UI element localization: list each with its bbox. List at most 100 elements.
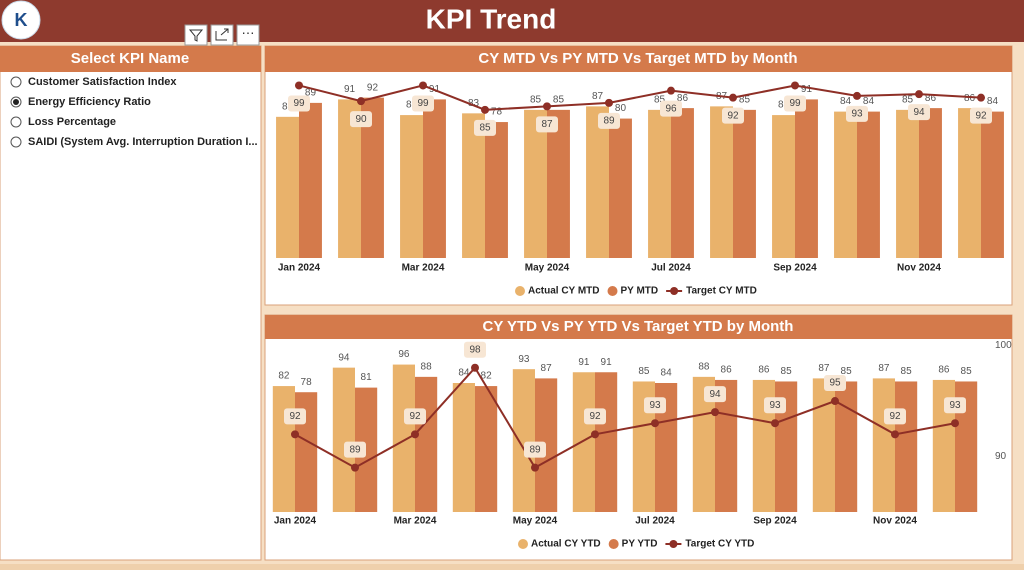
bar bbox=[361, 97, 384, 259]
data-label: 89 bbox=[349, 444, 361, 455]
data-label-box bbox=[536, 116, 558, 133]
data-label: 81 bbox=[361, 372, 373, 383]
data-label: 96 bbox=[398, 349, 410, 360]
data-label: 91 bbox=[344, 84, 356, 95]
data-label: 89 bbox=[603, 116, 615, 127]
target-point bbox=[411, 430, 419, 439]
bar bbox=[392, 364, 415, 512]
bar bbox=[775, 381, 798, 512]
bar bbox=[795, 99, 818, 259]
target-point bbox=[915, 90, 923, 99]
radio-button[interactable] bbox=[10, 136, 22, 148]
bar bbox=[512, 369, 535, 512]
data-label: 85 bbox=[739, 94, 751, 105]
target-point bbox=[951, 419, 959, 428]
data-label: 92 bbox=[589, 411, 601, 422]
data-label: 87 bbox=[818, 363, 830, 374]
more-button[interactable] bbox=[236, 24, 260, 46]
slicer-options: Customer Satisfaction Index Energy Effici… bbox=[10, 76, 258, 148]
data-label: 87 bbox=[878, 363, 890, 374]
target-point bbox=[419, 81, 427, 90]
data-label: 85 bbox=[841, 366, 853, 377]
data-label: 89 bbox=[305, 88, 317, 99]
data-label: 86 bbox=[677, 93, 689, 104]
legend-label: Target CY MTD bbox=[686, 286, 757, 297]
x-tick-label: Mar 2024 bbox=[394, 516, 437, 527]
legend-swatch bbox=[669, 540, 678, 548]
x-tick-label: Jul 2024 bbox=[635, 516, 675, 527]
data-label-box bbox=[660, 100, 682, 117]
data-label: 82 bbox=[481, 371, 493, 382]
legend-swatch bbox=[607, 286, 618, 296]
data-label: 81 bbox=[282, 101, 294, 112]
data-label-box bbox=[412, 95, 434, 112]
bar bbox=[632, 381, 655, 512]
data-label: 91 bbox=[578, 357, 590, 368]
bar bbox=[299, 102, 322, 258]
data-label: 98 bbox=[469, 344, 481, 355]
data-label: 86 bbox=[758, 365, 770, 376]
target-point bbox=[531, 463, 539, 472]
x-tick-label: Jul 2024 bbox=[651, 263, 691, 274]
data-label: 94 bbox=[338, 352, 350, 363]
data-label-box bbox=[908, 104, 930, 121]
bar bbox=[400, 115, 423, 258]
data-label: 85 bbox=[479, 122, 491, 133]
data-label: 92 bbox=[727, 110, 739, 121]
slicer-title: Select KPI Name bbox=[71, 50, 189, 67]
data-label: 94 bbox=[709, 389, 721, 400]
data-label-box bbox=[644, 397, 666, 414]
focus-button[interactable] bbox=[210, 24, 234, 46]
data-label: 87 bbox=[592, 91, 604, 102]
data-label: 84 bbox=[840, 96, 852, 107]
data-label: 87 bbox=[541, 363, 553, 374]
data-label: 86 bbox=[721, 365, 733, 376]
data-label-box bbox=[824, 375, 846, 392]
x-tick-label: Sep 2024 bbox=[753, 516, 797, 527]
data-label-box bbox=[350, 111, 372, 128]
slicer-option: SAIDI (System Avg. Interruption Duration… bbox=[28, 136, 258, 148]
data-label-box bbox=[584, 408, 606, 425]
radio-button[interactable] bbox=[10, 76, 22, 88]
x-tick-label: Nov 2024 bbox=[873, 516, 917, 527]
data-label: 85 bbox=[901, 366, 913, 377]
bar bbox=[586, 106, 609, 258]
radio-button[interactable] bbox=[10, 116, 22, 128]
target-point bbox=[481, 105, 489, 114]
data-label-box bbox=[784, 95, 806, 112]
chart-header bbox=[265, 46, 1012, 72]
legend-swatch bbox=[608, 539, 619, 549]
legend-label: Target CY YTD bbox=[685, 539, 754, 550]
data-label: 85 bbox=[961, 366, 973, 377]
data-label-box bbox=[284, 408, 306, 425]
target-point bbox=[729, 93, 737, 102]
data-label: 80 bbox=[615, 103, 627, 114]
bar bbox=[332, 367, 355, 512]
slicer-panel bbox=[0, 45, 262, 561]
slicer-option: Customer Satisfaction Index bbox=[28, 76, 177, 88]
data-label: 99 bbox=[417, 98, 429, 109]
data-label: 82 bbox=[778, 100, 790, 111]
data-label: 92 bbox=[409, 411, 421, 422]
bar bbox=[475, 386, 498, 512]
bar bbox=[547, 109, 570, 258]
bar bbox=[423, 99, 446, 259]
data-label: 99 bbox=[789, 98, 801, 109]
data-label: 85 bbox=[654, 94, 666, 105]
slicer-header bbox=[0, 46, 261, 72]
target-point bbox=[853, 91, 861, 100]
bar bbox=[710, 106, 733, 258]
legend-swatch bbox=[515, 286, 525, 296]
filter-button[interactable] bbox=[184, 24, 208, 46]
bar bbox=[692, 376, 715, 512]
data-label: 87 bbox=[541, 119, 553, 130]
data-label: 88 bbox=[421, 361, 433, 372]
target-point bbox=[357, 97, 365, 106]
legend-swatch bbox=[518, 539, 528, 549]
target-point bbox=[605, 98, 613, 107]
bar bbox=[958, 108, 981, 258]
target-line bbox=[294, 366, 956, 469]
legend-swatch bbox=[670, 287, 679, 295]
target-point bbox=[711, 408, 719, 417]
